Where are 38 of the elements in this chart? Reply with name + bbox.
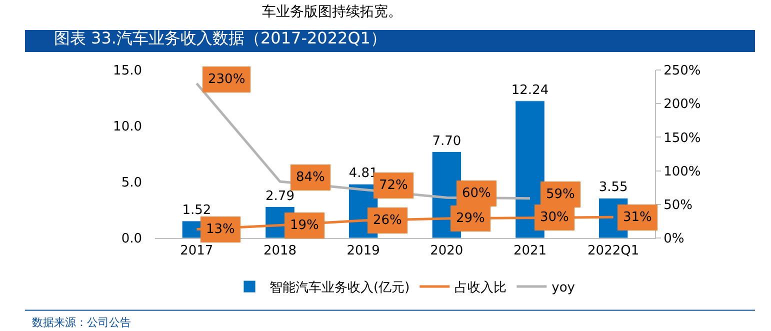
y-tick-label: 10.0 (113, 120, 142, 135)
y-tick-label: 0.0 (121, 232, 142, 247)
y2-tick-label: 100% (664, 164, 701, 180)
y-tick-label: 5.0 (121, 176, 142, 191)
legend-label: 智能汽车业务收入(亿元) (270, 280, 410, 296)
y2-tick-label: 200% (664, 97, 701, 112)
text: 车业务版图持续拓宽。 (262, 4, 402, 20)
data-label: 29% (456, 211, 485, 226)
x-tick-label: 2020 (430, 244, 464, 259)
data-label: 31% (623, 210, 652, 225)
data-label: 230% (208, 72, 246, 87)
data-label: 2.79 (266, 188, 294, 204)
data-label: 19% (290, 218, 319, 233)
y2-tick-label: 50% (664, 198, 693, 213)
data-label: 13% (206, 222, 235, 237)
data-label: 3.55 (598, 180, 628, 196)
data-label: 1.52 (182, 202, 212, 218)
x-tick-label: 2019 (346, 244, 380, 259)
y-tick-label: 15.0 (113, 64, 142, 79)
x-tick-label: 2018 (263, 244, 297, 259)
data-label: 7.70 (432, 134, 462, 149)
data-label: 26% (373, 213, 402, 228)
y2-tick-label: 0% (664, 232, 684, 247)
legend-label: yoy (552, 280, 576, 296)
data-label: 84% (296, 170, 325, 185)
chart-title: 图表 33.汽车业务收入数据（2017-2022Q1） (54, 28, 386, 48)
x-tick-label: 2021 (513, 244, 547, 259)
data-label: 59% (546, 187, 575, 202)
legend-label: 占收入比 (454, 280, 507, 296)
data-label: 60% (462, 186, 491, 201)
x-tick-label: 2022Q1 (588, 244, 640, 259)
data-label: 72% (379, 178, 408, 193)
x-tick-label: 2017 (180, 244, 214, 259)
y2-tick-label: 250% (664, 64, 701, 79)
source-note: 数据来源：公司公告 (32, 316, 131, 329)
data-label: 30% (540, 210, 569, 225)
y2-tick-label: 150% (664, 130, 701, 146)
data-label: 12.24 (511, 82, 549, 98)
